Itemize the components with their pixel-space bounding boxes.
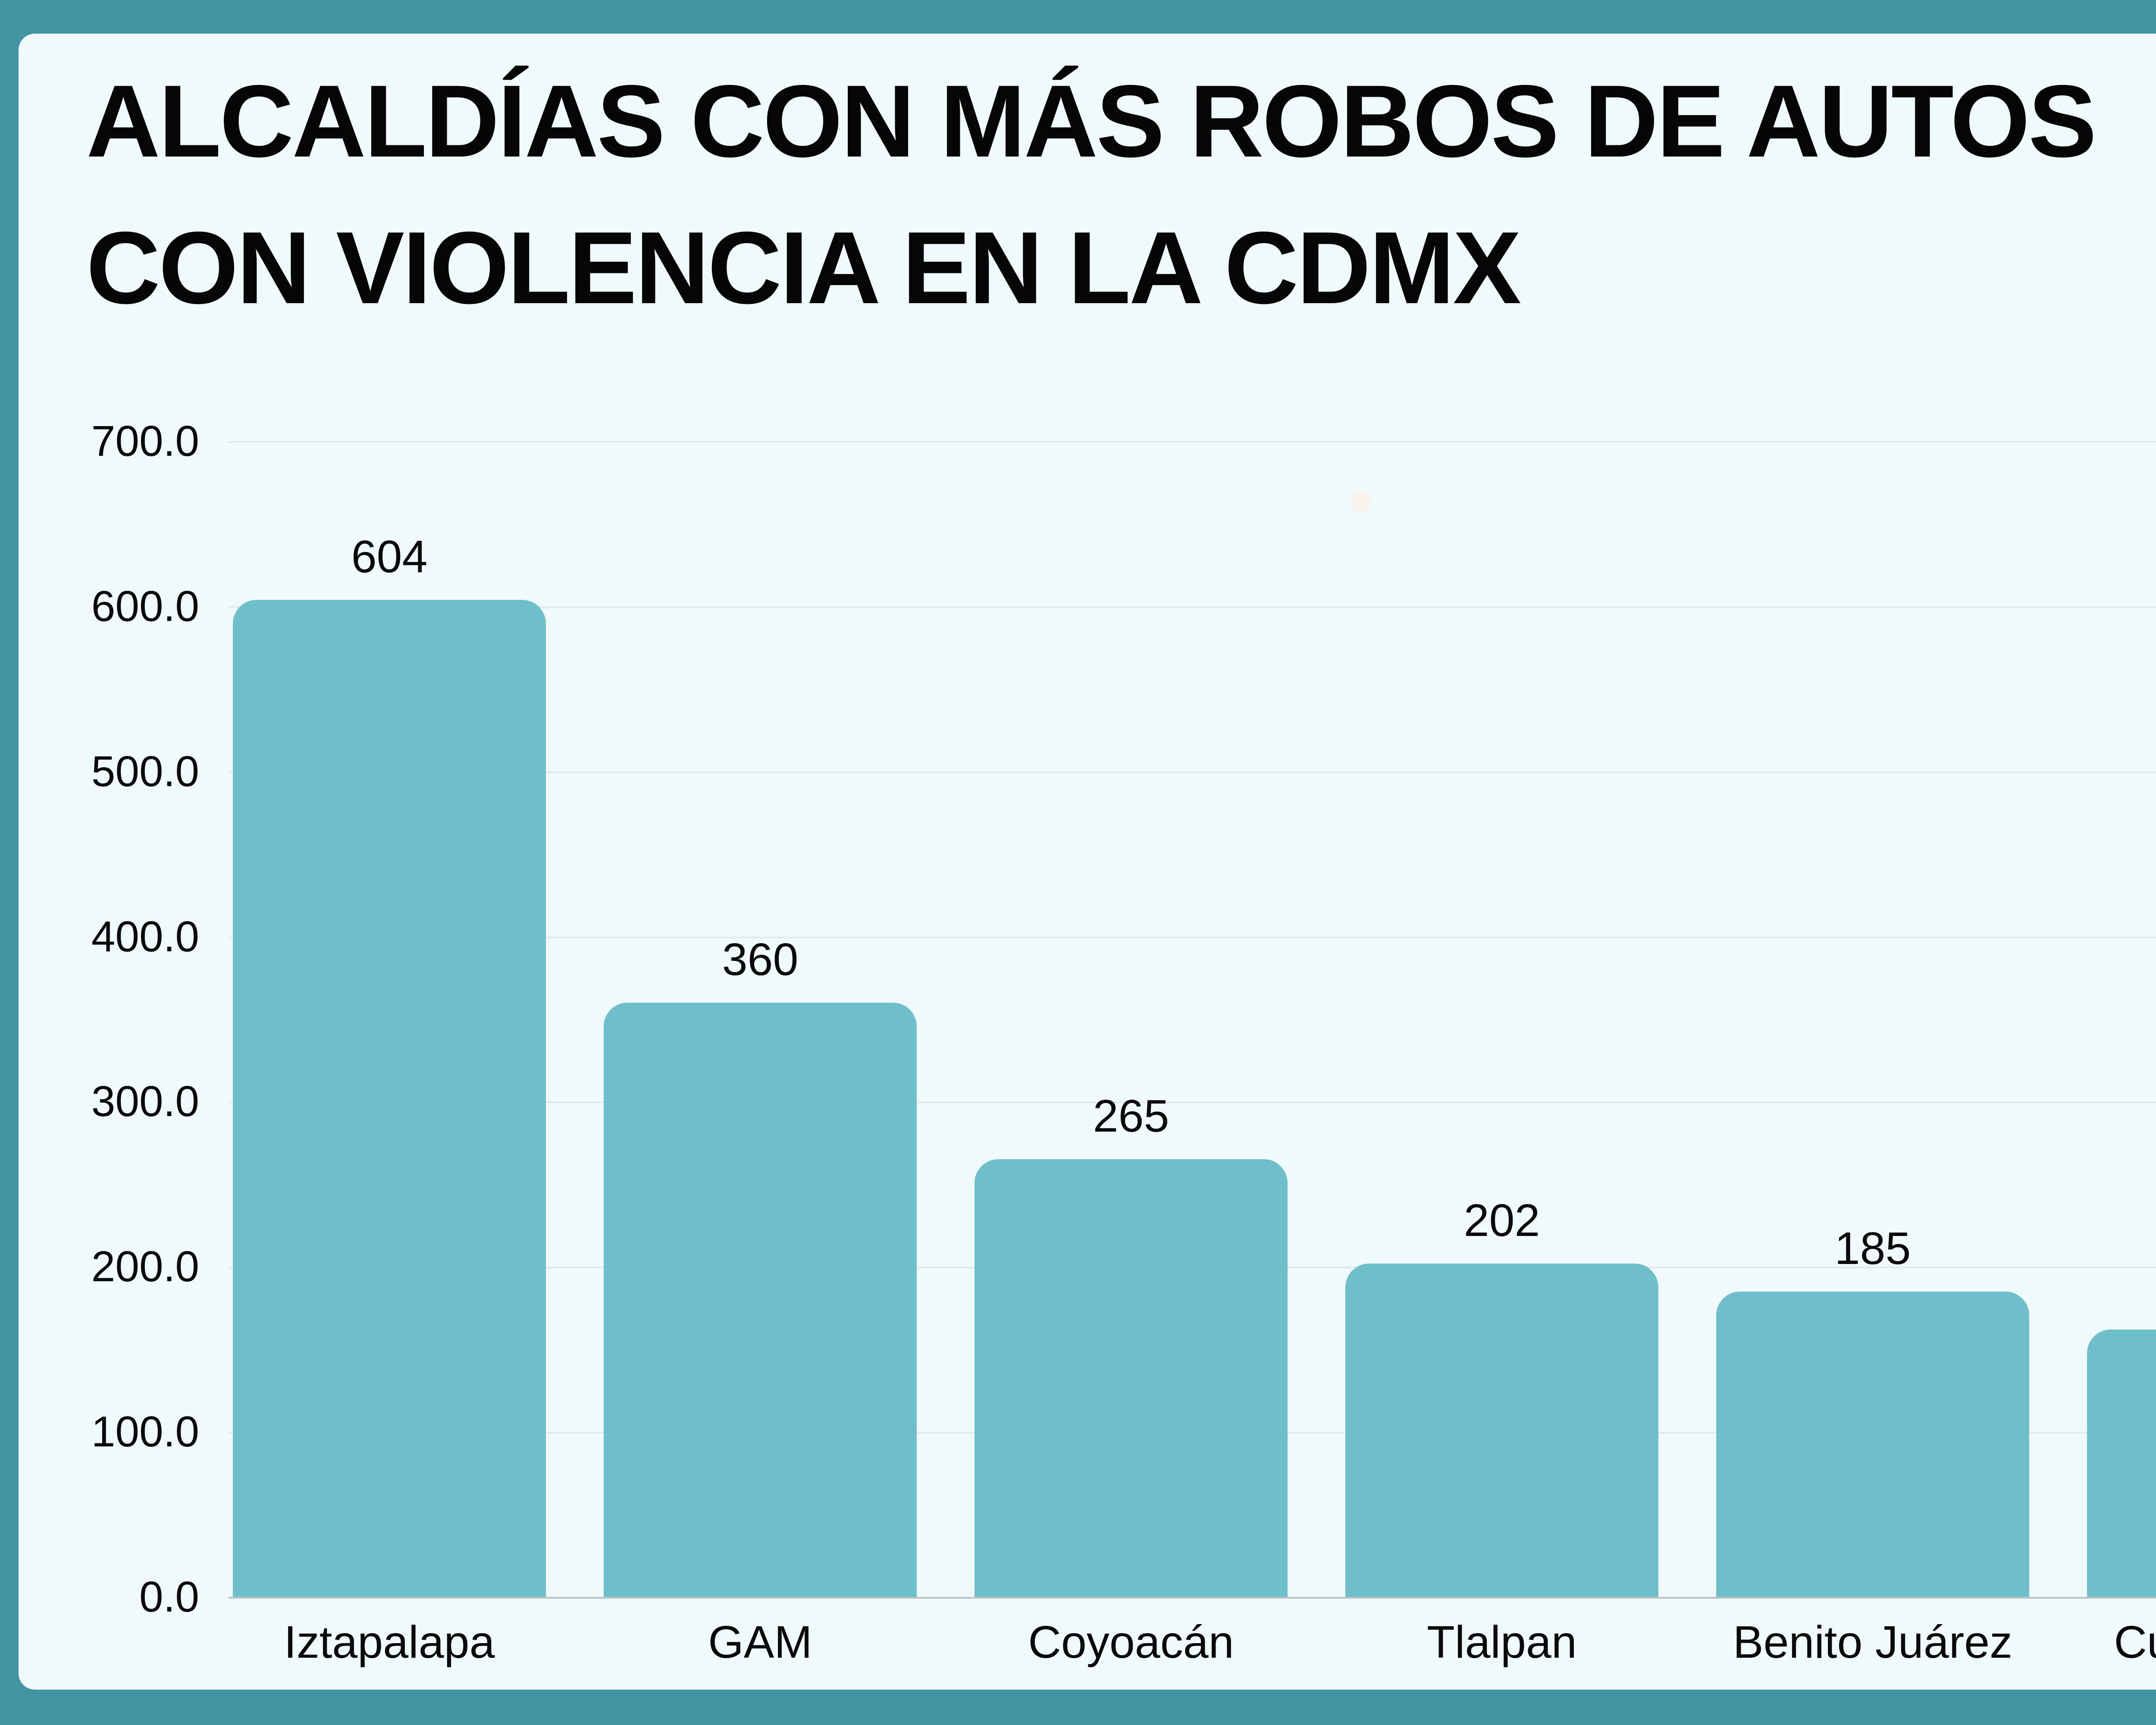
gridline-400 [229, 937, 2156, 938]
y-axis-tick-label: 700.0 [91, 417, 199, 465]
decorative-dot [1351, 492, 1371, 511]
y-axis-tick-label: 200.0 [91, 1242, 199, 1291]
x-axis-category-label: Benito Juárez [1733, 1617, 2013, 1668]
x-axis-baseline [229, 1597, 2156, 1599]
gridline-600 [229, 606, 2156, 608]
bar-Coyoacán [975, 1159, 1288, 1597]
y-axis-tick-label: 600.0 [91, 582, 199, 630]
chart-title-line-1: ALCALDÍAS CON MÁS ROBOS DE AUTOS [86, 64, 2097, 179]
x-axis-category-label: Coyoacán [1028, 1617, 1234, 1668]
bar-GAM [604, 1003, 917, 1597]
bar-Tlalpan [1345, 1264, 1658, 1597]
bar-value-label: 360 [722, 934, 799, 985]
bar-value-label: 604 [351, 531, 428, 582]
y-axis-tick-label: 300.0 [91, 1077, 199, 1126]
bar-value-label: 265 [1093, 1091, 1169, 1142]
x-axis-category-label: Iztapalapa [284, 1617, 495, 1668]
bar-value-label: 202 [1463, 1195, 1540, 1246]
gridline-700 [229, 441, 2156, 443]
gridline-500 [229, 772, 2156, 773]
y-axis-tick-label: 500.0 [91, 747, 199, 796]
bar-Iztapalapa [233, 600, 546, 1597]
bar-value-label: 185 [1834, 1223, 1911, 1274]
x-axis-category-label: Tlalpan [1427, 1617, 1577, 1668]
chart-title: ALCALDÍAS CON MÁS ROBOS DE AUTOS CON VIO… [86, 48, 2097, 342]
x-axis-category-label: GAM [708, 1617, 812, 1668]
y-axis-tick-label: 0.0 [139, 1573, 199, 1621]
bar-Cuauhtémoc [2087, 1330, 2156, 1597]
y-axis-tick-label: 400.0 [91, 913, 199, 961]
bar-Benito Juárez [1716, 1292, 2029, 1597]
bar-value-label: 162 [2071, 1261, 2156, 1312]
x-axis-category-label: Cuauhtémoc [2114, 1617, 2156, 1668]
chart-title-line-2: CON VIOLENCIA EN LA CDMX [86, 211, 1521, 325]
gridline-300 [229, 1101, 2156, 1103]
y-axis-tick-label: 100.0 [91, 1408, 199, 1456]
